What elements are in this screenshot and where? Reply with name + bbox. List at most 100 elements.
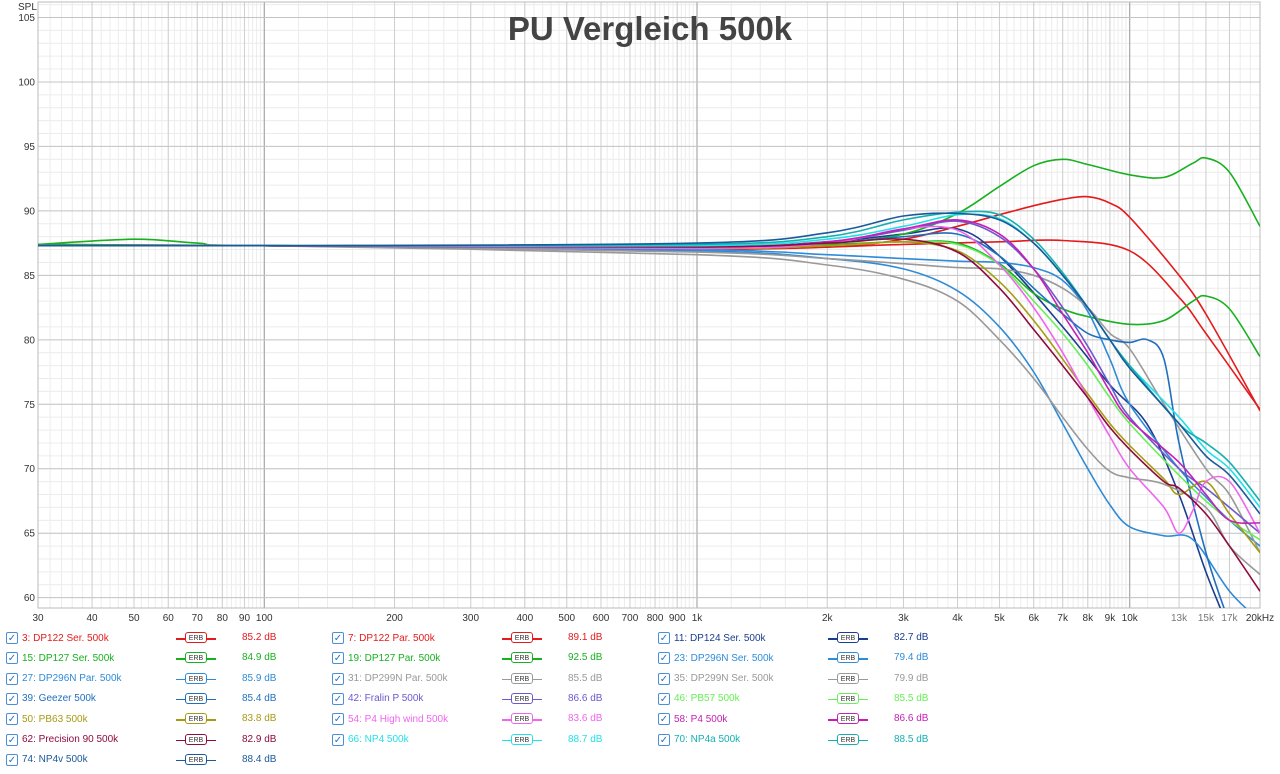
legend-checkbox[interactable]: ✓ [6, 753, 18, 766]
legend-checkbox[interactable]: ✓ [332, 652, 344, 665]
erb-smoothing-button[interactable]: ERB [828, 712, 868, 726]
y-tick-label: 65 [24, 529, 36, 540]
legend-item[interactable]: ✓ 3: DP122 Ser. 500k ERB 85.2 dB [0, 628, 320, 648]
erb-smoothing-button[interactable]: ERB [176, 733, 216, 747]
x-tick-label: 30 [32, 613, 44, 624]
legend-series-name: 66: NP4 500k [348, 734, 409, 745]
erb-label: ERB [511, 713, 533, 725]
erb-label: ERB [185, 713, 207, 725]
legend-series-value: 85.9 dB [242, 672, 277, 684]
erb-label: ERB [185, 692, 207, 704]
y-tick-label: 100 [18, 77, 35, 88]
legend-item[interactable]: ✓ 70: NP4a 500k ERB 88.5 dB [652, 730, 972, 750]
erb-label: ERB [511, 733, 533, 745]
erb-smoothing-button[interactable]: ERB [176, 672, 216, 686]
y-tick-label: 75 [24, 400, 36, 411]
x-tick-label: 9k [1105, 613, 1117, 624]
legend-item[interactable]: ✓ 50: PB63 500k ERB 83.8 dB [0, 709, 320, 729]
x-tick-label: 800 [647, 613, 664, 624]
erb-smoothing-button[interactable]: ERB [502, 672, 542, 686]
erb-smoothing-button[interactable]: ERB [828, 733, 868, 747]
erb-smoothing-button[interactable]: ERB [176, 753, 216, 767]
legend-item[interactable]: ✓ 54: P4 High wind 500k ERB 83.6 dB [326, 709, 646, 729]
legend-series-value: 86.6 dB [894, 713, 929, 725]
legend-item[interactable]: ✓ 19: DP127 Par. 500k ERB 92.5 dB [326, 648, 646, 668]
legend-series-name: 54: P4 High wind 500k [348, 713, 449, 725]
legend-series-value: 88.5 dB [894, 733, 929, 745]
legend-checkbox[interactable]: ✓ [332, 713, 344, 726]
legend-checkbox[interactable]: ✓ [6, 733, 18, 746]
x-tick-label: 13k [1171, 613, 1188, 624]
erb-smoothing-button[interactable]: ERB [176, 631, 216, 645]
legend-checkbox[interactable]: ✓ [658, 632, 670, 644]
erb-label: ERB [511, 632, 533, 643]
erb-label: ERB [185, 652, 207, 664]
erb-smoothing-button[interactable]: ERB [828, 631, 868, 645]
erb-smoothing-button[interactable]: ERB [176, 712, 216, 726]
erb-smoothing-button[interactable]: ERB [502, 631, 542, 645]
legend-checkbox[interactable]: ✓ [6, 692, 18, 705]
x-tick-label: 6k [1028, 613, 1040, 624]
legend-item[interactable]: ✓ 27: DP296N Par. 500k ERB 85.9 dB [0, 669, 320, 689]
legend-checkbox[interactable]: ✓ [658, 672, 670, 685]
legend-item[interactable]: ✓ 15: DP127 Ser. 500k ERB 84.9 dB [0, 648, 320, 668]
erb-smoothing-button[interactable]: ERB [176, 651, 216, 665]
legend-item[interactable]: ✓ 31: DP299N Par. 500k ERB 85.5 dB [326, 669, 646, 689]
legend-series-value: 86.6 dB [568, 692, 603, 704]
legend-item[interactable]: ✓ 42: Fralin P 500k ERB 86.6 dB [326, 689, 646, 709]
x-tick-label: 4k [952, 613, 964, 624]
y-tick-label: 95 [24, 142, 36, 153]
legend-series-value: 82.7 dB [894, 632, 929, 643]
y-tick-label: 70 [24, 464, 36, 475]
legend-item[interactable]: ✓ 11: DP124 Ser. 500k ERB 82.7 dB [652, 628, 972, 648]
legend-checkbox[interactable]: ✓ [6, 632, 18, 644]
legend-series-value: 79.9 dB [894, 672, 929, 684]
legend-item[interactable]: ✓ 62: Precision 90 500k ERB 82.9 dB [0, 730, 320, 750]
legend-checkbox[interactable]: ✓ [332, 672, 344, 685]
legend-item[interactable]: ✓ 35: DP299N Ser. 500k ERB 79.9 dB [652, 669, 972, 689]
legend-item[interactable]: ✓ 46: PB57 500k ERB 85.5 dB [652, 689, 972, 709]
erb-label: ERB [837, 632, 859, 643]
x-tick-label: 3k [898, 613, 910, 624]
series-line-35 [38, 244, 1260, 576]
legend-item[interactable]: ✓ 7: DP122 Par. 500k ERB 89.1 dB [326, 628, 646, 648]
legend-checkbox[interactable]: ✓ [332, 632, 344, 644]
erb-smoothing-button[interactable]: ERB [176, 692, 216, 706]
legend-checkbox[interactable]: ✓ [6, 713, 18, 726]
legend-checkbox[interactable]: ✓ [6, 672, 18, 685]
legend-checkbox[interactable]: ✓ [6, 652, 18, 665]
erb-smoothing-button[interactable]: ERB [828, 651, 868, 665]
x-tick-label: 8k [1083, 613, 1095, 624]
y-tick-label: 85 [24, 271, 36, 282]
legend-item[interactable]: ✓ 74: NP4v 500k ERB 88.4 dB [0, 750, 320, 770]
erb-smoothing-button[interactable]: ERB [502, 651, 542, 665]
legend-checkbox[interactable]: ✓ [658, 652, 670, 665]
legend-series-name: 23: DP296N Ser. 500k [674, 652, 774, 664]
erb-smoothing-button[interactable]: ERB [502, 733, 542, 747]
x-tick-label: 80 [217, 613, 229, 624]
erb-smoothing-button[interactable]: ERB [502, 692, 542, 706]
legend-checkbox[interactable]: ✓ [658, 733, 670, 746]
legend-checkbox[interactable]: ✓ [658, 692, 670, 705]
x-tick-label: 700 [622, 613, 639, 624]
legend-item[interactable]: ✓ 66: NP4 500k ERB 88.7 dB [326, 730, 646, 750]
erb-smoothing-button[interactable]: ERB [828, 692, 868, 706]
x-tick-label: 10k [1122, 613, 1139, 624]
erb-label: ERB [837, 692, 859, 704]
erb-label: ERB [837, 672, 859, 684]
legend-item[interactable]: ✓ 39: Geezer 500k ERB 85.4 dB [0, 689, 320, 709]
legend-item[interactable]: ✓ 23: DP296N Ser. 500k ERB 79.4 dB [652, 648, 972, 668]
legend-series-name: 74: NP4v 500k [22, 754, 88, 766]
erb-label: ERB [185, 753, 207, 765]
erb-smoothing-button[interactable]: ERB [502, 712, 542, 726]
legend-series-value: 83.8 dB [242, 713, 277, 725]
series-line-74 [38, 212, 1260, 515]
legend-checkbox[interactable]: ✓ [332, 733, 344, 746]
legend-series-name: 58: P4 500k [674, 713, 728, 725]
y-tick-label: 90 [24, 206, 36, 217]
legend-checkbox[interactable]: ✓ [332, 692, 344, 705]
legend-checkbox[interactable]: ✓ [658, 713, 670, 726]
erb-smoothing-button[interactable]: ERB [828, 672, 868, 686]
x-tick-label: 100 [256, 613, 273, 624]
legend-item[interactable]: ✓ 58: P4 500k ERB 86.6 dB [652, 709, 972, 729]
